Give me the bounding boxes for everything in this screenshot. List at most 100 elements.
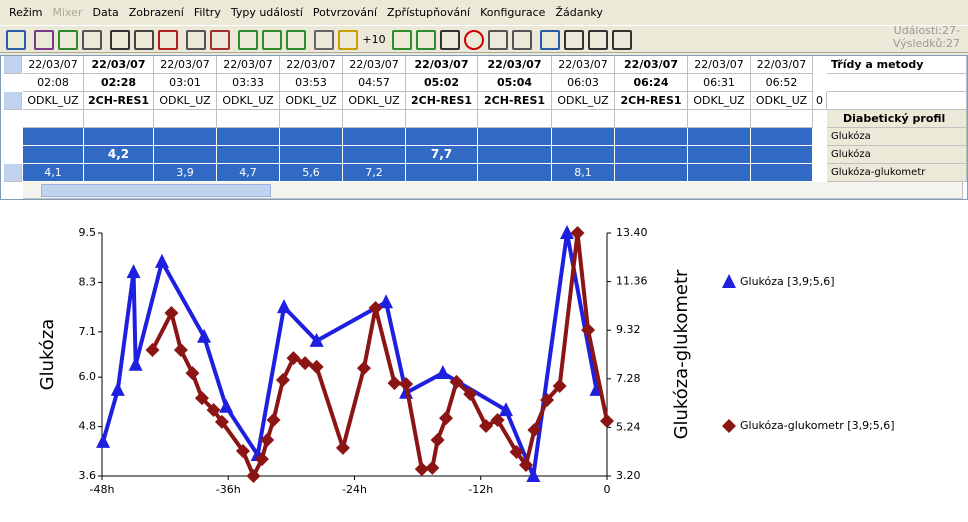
menu-item[interactable]: Typy událostí [230, 5, 303, 19]
menu-item[interactable]: Potvrzování [312, 5, 378, 19]
column-date[interactable]: 22/03/07 [84, 56, 154, 74]
scroll-down[interactable] [4, 164, 22, 182]
panel-row[interactable]: Glukóza [827, 146, 967, 164]
grid-cell[interactable] [280, 146, 343, 164]
panel-row[interactable]: Glukóza-glukometr [827, 164, 967, 182]
column-date[interactable]: 22/03/07 [615, 56, 688, 74]
grid-cell[interactable] [154, 128, 217, 146]
grid-cell[interactable] [343, 128, 406, 146]
column-date[interactable]: 22/03/07 [688, 56, 751, 74]
toolbar-button[interactable] [134, 30, 154, 50]
grid-cell[interactable]: 7,2 [343, 164, 406, 182]
toolbar-button[interactable] [314, 30, 334, 50]
toolbar-button[interactable] [262, 30, 282, 50]
y2-tick-label: 13.40 [616, 226, 648, 239]
toolbar-button[interactable] [58, 30, 78, 50]
data-point [600, 413, 614, 428]
grid-cell[interactable]: 7,7 [406, 146, 478, 164]
data-point [368, 301, 383, 316]
column-date[interactable]: 22/03/07 [280, 56, 343, 74]
toolbar-button[interactable] [612, 30, 632, 50]
grid-cell[interactable] [615, 164, 688, 182]
grid-cell[interactable] [688, 164, 751, 182]
menu-item[interactable]: Zobrazení [128, 5, 184, 19]
grid-cell[interactable] [406, 128, 478, 146]
grid-cell[interactable]: 4,7 [217, 164, 280, 182]
grid-cell[interactable] [23, 146, 84, 164]
column-date[interactable]: 22/03/07 [552, 56, 615, 74]
grid-cell[interactable] [688, 146, 751, 164]
grid-cell[interactable] [751, 164, 813, 182]
grid-cell[interactable]: 3,9 [154, 164, 217, 182]
grid-cell[interactable]: 5,6 [280, 164, 343, 182]
grid-cell[interactable] [688, 128, 751, 146]
toolbar-button[interactable] [110, 30, 130, 50]
column-date[interactable]: 22/03/07 [154, 56, 217, 74]
toolbar-button[interactable] [338, 30, 358, 50]
grid-cell[interactable] [406, 164, 478, 182]
grid-cell[interactable] [217, 146, 280, 164]
menu-item[interactable]: Režim [9, 5, 43, 19]
status: Události:27- Výsledků:27 [893, 24, 960, 50]
grid-cell[interactable]: 4,2 [84, 146, 154, 164]
scroll-up[interactable] [4, 56, 22, 74]
grid-cell [552, 110, 615, 128]
row-selector[interactable] [4, 92, 22, 110]
toolbar-button[interactable] [210, 30, 230, 50]
toolbar-button[interactable] [158, 30, 178, 50]
toolbar-button[interactable] [512, 30, 532, 50]
toolbar-button[interactable] [34, 30, 54, 50]
grid-cell[interactable] [751, 146, 813, 164]
grid-cell[interactable]: 4,1 [23, 164, 84, 182]
toolbar-button[interactable] [392, 30, 412, 50]
grid-cell[interactable] [84, 128, 154, 146]
panel-group[interactable]: Diabetický profil [827, 110, 967, 128]
panel-blank [827, 92, 967, 110]
scroll-thumb[interactable] [41, 184, 271, 197]
toolbar-button[interactable] [440, 30, 460, 50]
grid-cell[interactable] [280, 128, 343, 146]
grid-cell[interactable] [23, 128, 84, 146]
toolbar-button[interactable] [540, 30, 560, 50]
toolbar-button[interactable] [416, 30, 436, 50]
grid-cell[interactable] [478, 146, 552, 164]
toolbar-button[interactable] [588, 30, 608, 50]
grid-cell[interactable]: 8,1 [552, 164, 615, 182]
column-date[interactable]: 22/03/07 [343, 56, 406, 74]
toolbar-button[interactable] [238, 30, 258, 50]
column-date[interactable]: 22/03/07 [23, 56, 84, 74]
toolbar-button[interactable] [564, 30, 584, 50]
menu-item[interactable]: Filtry [193, 5, 221, 19]
grid-cell[interactable] [154, 146, 217, 164]
panel-row[interactable]: Glukóza [827, 128, 967, 146]
menu-item[interactable]: Konfigurace [480, 5, 546, 19]
grid-cell[interactable] [615, 146, 688, 164]
grid-cell[interactable] [478, 164, 552, 182]
data-point [154, 253, 169, 268]
grid-cell[interactable] [751, 128, 813, 146]
grid-cell[interactable] [84, 164, 154, 182]
menu-item[interactable]: Data [92, 5, 119, 19]
grid-cell[interactable] [343, 146, 406, 164]
toolbar-button[interactable] [464, 30, 484, 50]
menu-item[interactable]: Zpřístupňování [387, 5, 471, 19]
toolbar-button[interactable] [186, 30, 206, 50]
toolbar-button[interactable] [82, 30, 102, 50]
grid-cell[interactable] [615, 128, 688, 146]
grid-cell[interactable] [217, 128, 280, 146]
menu-item[interactable]: Žádanky [555, 5, 603, 19]
column-date[interactable]: 22/03/07 [478, 56, 552, 74]
toolbar-button[interactable]: +10 [362, 33, 386, 46]
column-date[interactable]: 22/03/07 [751, 56, 813, 74]
grid-cell[interactable] [552, 128, 615, 146]
data-point [309, 359, 324, 374]
legend-label[interactable]: Glukóza [3,9;5,6] [740, 275, 835, 288]
toolbar-button[interactable] [6, 30, 26, 50]
grid-cell[interactable] [478, 128, 552, 146]
toolbar-button[interactable] [286, 30, 306, 50]
column-date[interactable]: 22/03/07 [217, 56, 280, 74]
grid-cell[interactable] [552, 146, 615, 164]
column-date[interactable]: 22/03/07 [406, 56, 478, 74]
toolbar-button[interactable] [488, 30, 508, 50]
legend-label[interactable]: Glukóza-glukometr [3,9;5,6] [740, 419, 895, 432]
